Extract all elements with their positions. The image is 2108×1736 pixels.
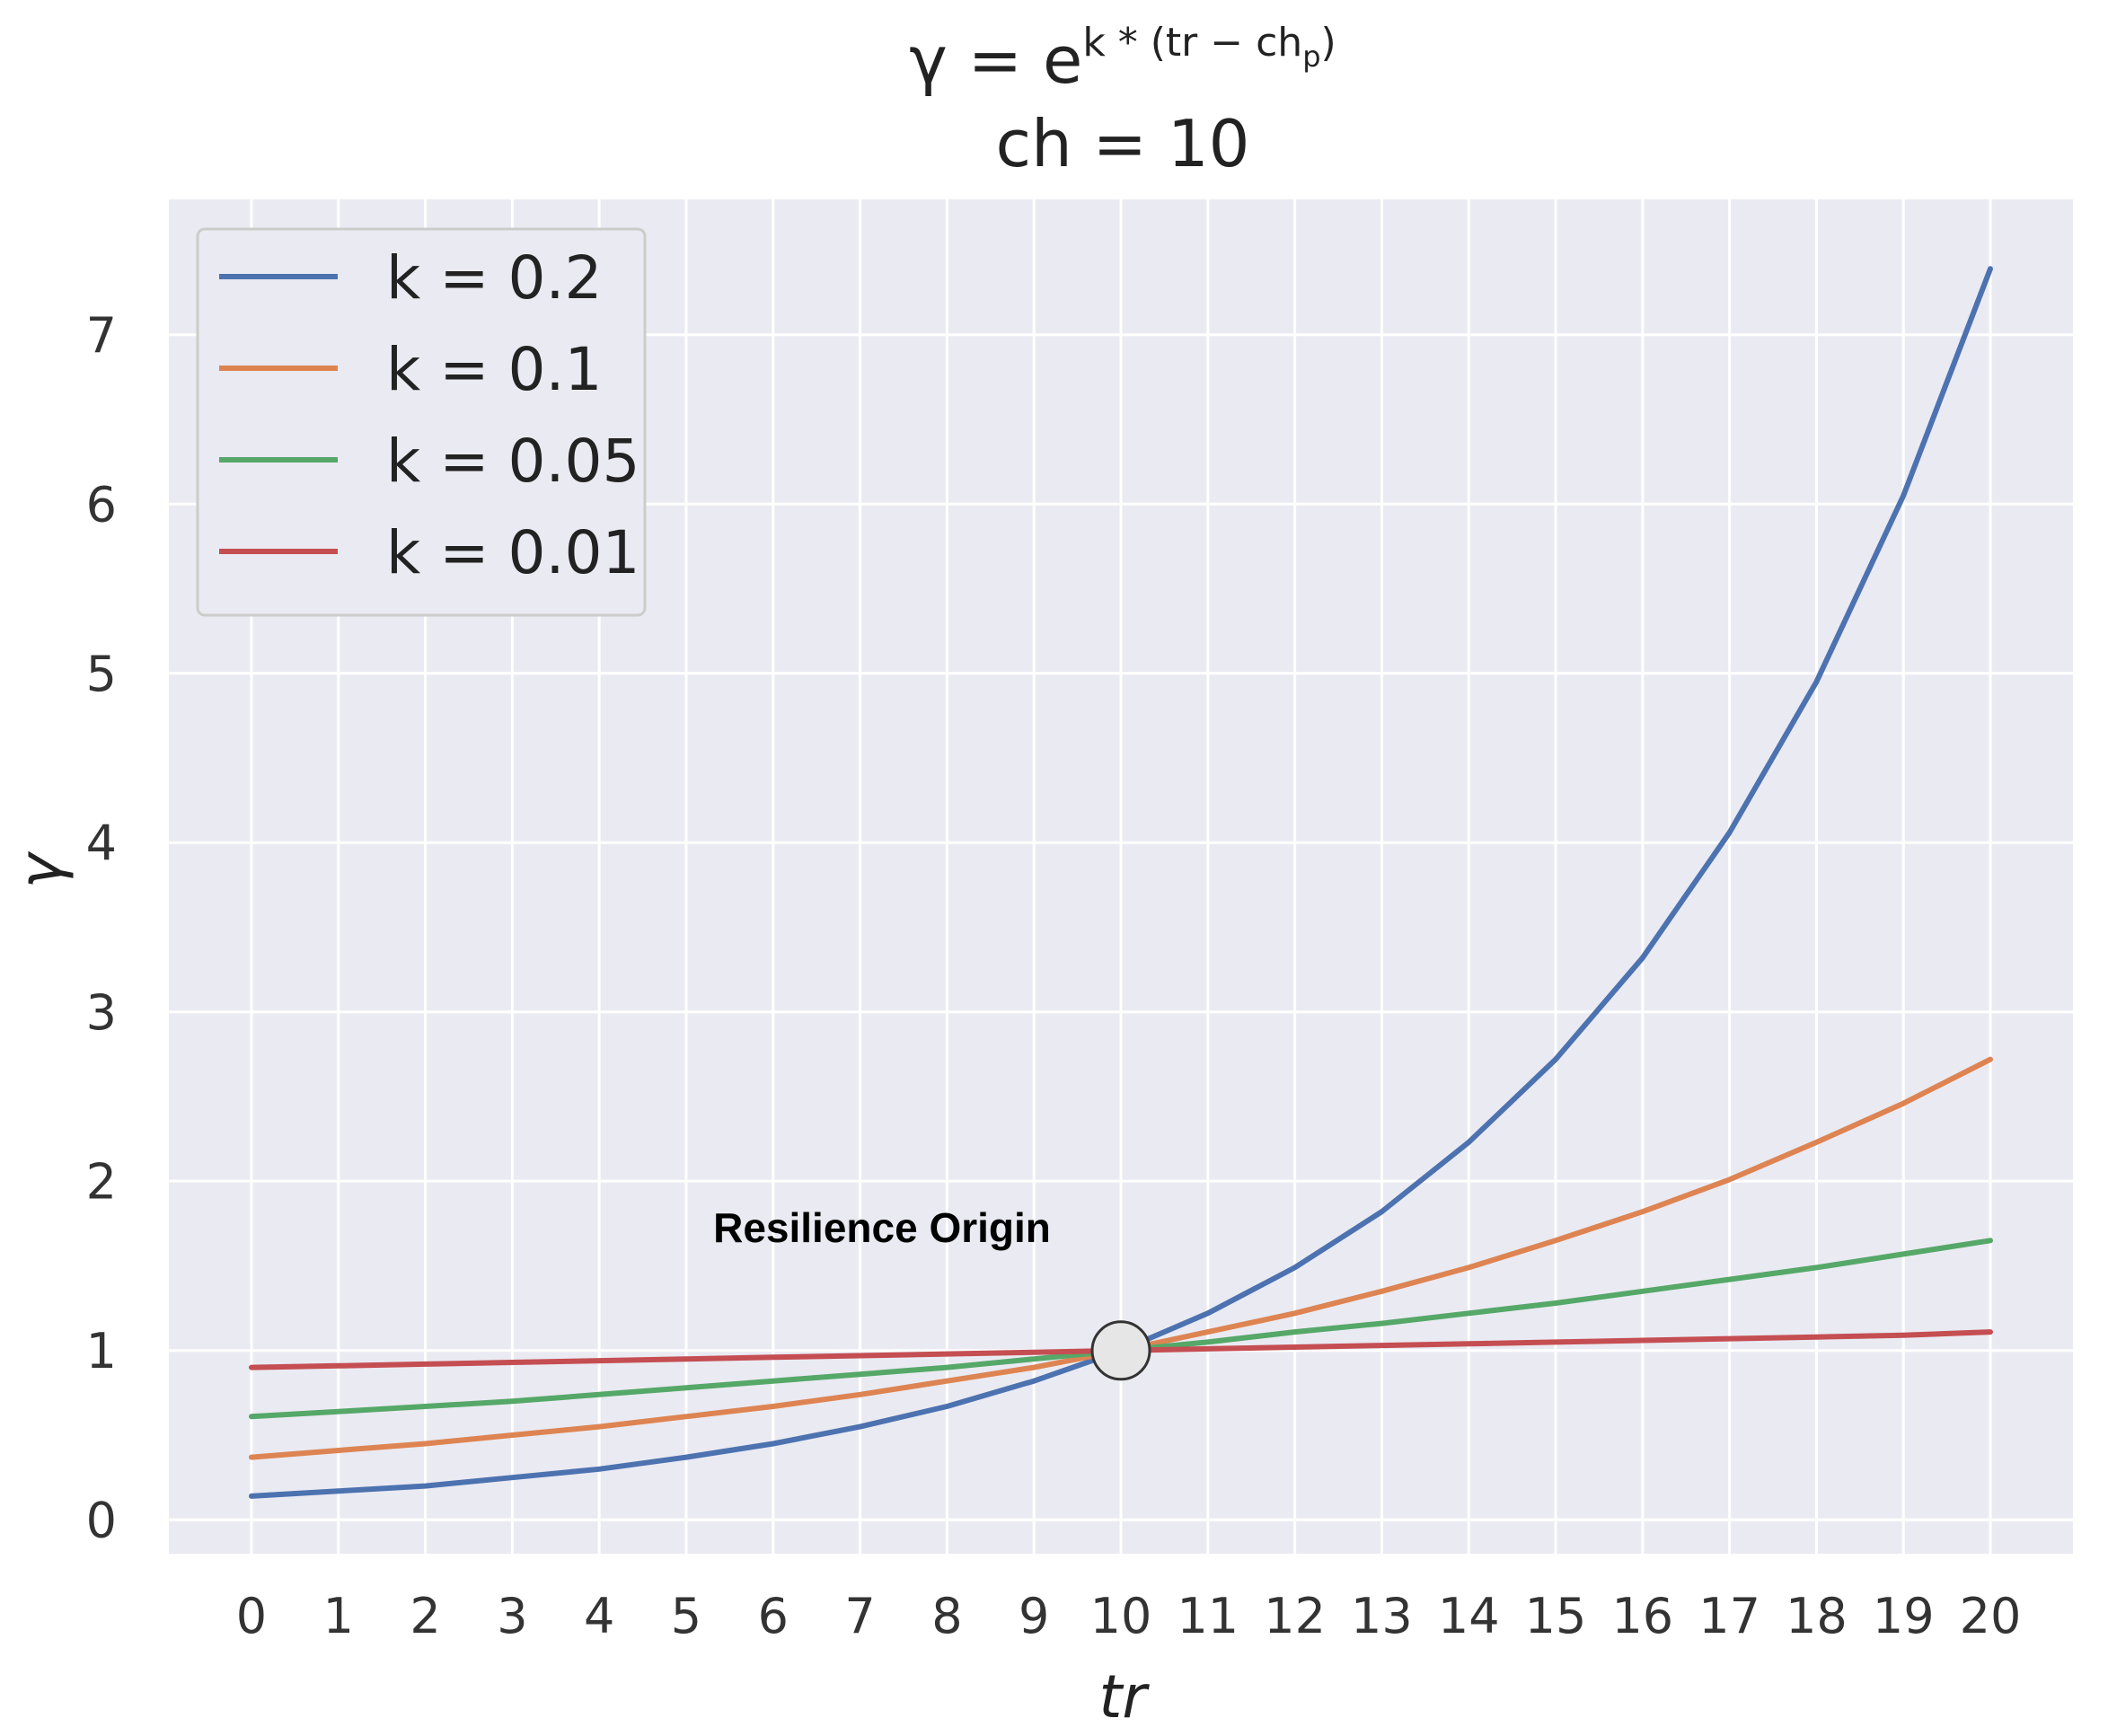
legend-item: k = 0.1: [219, 335, 602, 404]
y-tick-label: 3: [86, 984, 117, 1041]
x-tick-label: 11: [1177, 1588, 1239, 1644]
title-exponent-close: ): [1321, 20, 1336, 66]
x-axis-label: tr: [1098, 1662, 1150, 1732]
y-tick-label: 4: [86, 815, 117, 871]
x-tick-label: 12: [1264, 1588, 1326, 1644]
legend-item: k = 0.05: [219, 427, 639, 496]
x-tick-label: 18: [1786, 1588, 1848, 1644]
y-tick-label: 2: [86, 1153, 117, 1210]
x-tick-label: 20: [1960, 1588, 2022, 1644]
legend-label: k = 0.2: [386, 243, 602, 313]
title-exponent-subscript: p: [1302, 40, 1320, 74]
chart-title: γ = ek * (tr − chp) ch = 10: [909, 20, 1336, 181]
legend-box: [196, 227, 647, 617]
legend: k = 0.2 k = 0.1 k = 0.05 k = 0.01: [196, 227, 647, 617]
x-tick-label: 1: [323, 1588, 354, 1644]
x-tick-label: 0: [236, 1588, 267, 1644]
y-axis-ticks: 0 1 2 3 4 5 6 7: [86, 307, 117, 1549]
title-exponent: k * (tr − ch: [1082, 20, 1302, 66]
legend-items: k = 0.2 k = 0.1 k = 0.05 k = 0.01: [219, 243, 639, 587]
x-tick-label: 4: [584, 1588, 614, 1644]
y-tick-label: 6: [86, 476, 117, 533]
x-tick-label: 2: [410, 1588, 440, 1644]
legend-label: k = 0.05: [386, 427, 639, 496]
x-tick-label: 15: [1525, 1588, 1587, 1644]
title-main: γ = e: [909, 22, 1082, 98]
title-line-1: γ = ek * (tr − chp): [909, 20, 1336, 98]
x-tick-label: 6: [758, 1588, 789, 1644]
x-tick-label: 10: [1090, 1588, 1152, 1644]
x-tick-label: 16: [1611, 1588, 1673, 1644]
y-tick-label: 1: [86, 1323, 117, 1379]
y-tick-label: 5: [86, 646, 117, 702]
legend-label: k = 0.1: [386, 335, 602, 404]
x-tick-label: 5: [671, 1588, 701, 1644]
x-tick-label: 14: [1438, 1588, 1500, 1644]
legend-label: k = 0.01: [386, 518, 639, 587]
x-tick-label: 8: [931, 1588, 962, 1644]
title-line-2: ch = 10: [996, 106, 1250, 181]
legend-item: k = 0.01: [219, 518, 639, 587]
y-tick-label: 7: [86, 307, 117, 364]
x-tick-label: 7: [844, 1588, 875, 1644]
y-tick-label: 0: [86, 1492, 117, 1548]
x-axis-ticks: 0 1 2 3 4 5 6 7 8 9 10 11 12 13 14 15 16 17 18 19 20: [236, 1588, 2022, 1644]
x-tick-label: 9: [1019, 1588, 1049, 1644]
legend-item: k = 0.2: [219, 243, 602, 313]
x-tick-label: 13: [1351, 1588, 1413, 1644]
annotation-resilience-origin: Resilience Origin: [713, 1204, 1051, 1251]
x-tick-label: 17: [1698, 1588, 1760, 1644]
x-tick-label: 19: [1873, 1588, 1935, 1644]
resilience-origin-marker: [1090, 1320, 1151, 1381]
y-axis-label: γ: [6, 851, 75, 889]
x-tick-label: 3: [497, 1588, 527, 1644]
